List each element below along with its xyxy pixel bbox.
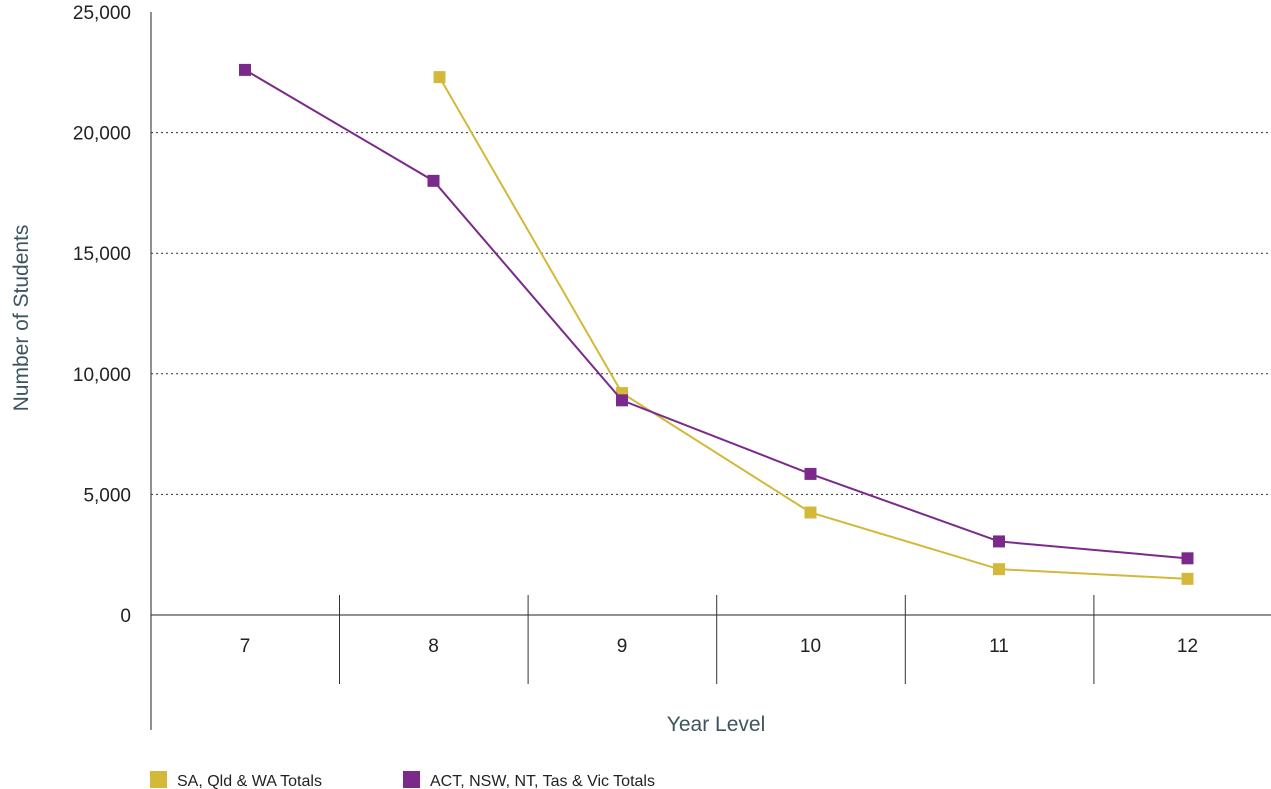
data-point	[427, 174, 440, 187]
x-tick-labels: 7 8 9 10 11 12	[240, 636, 1198, 657]
legend-swatch	[403, 771, 420, 788]
x-tick-label: 8	[428, 636, 439, 657]
data-point	[993, 535, 1005, 548]
category-separators	[339, 595, 1095, 684]
legend-swatch	[150, 771, 167, 788]
data-point	[239, 63, 251, 76]
data-point	[616, 394, 628, 407]
data-point	[433, 71, 446, 84]
series	[239, 63, 1194, 585]
data-point	[1181, 572, 1194, 585]
legend: SA, Qld & WA Totals ACT, NSW, NT, Tas & V…	[150, 771, 655, 789]
legend-label: ACT, NSW, NT, Tas & Vic Totals	[430, 773, 655, 789]
legend-item: SA, Qld & WA Totals	[150, 771, 322, 789]
data-point	[993, 563, 1005, 576]
y-tick-label: 20,000	[73, 124, 131, 145]
y-tick-label: 25,000	[73, 3, 131, 24]
data-point	[804, 506, 817, 519]
y-tick-label: 0	[120, 606, 131, 627]
legend-item: ACT, NSW, NT, Tas & Vic Totals	[403, 771, 655, 789]
x-tick-label: 11	[989, 636, 1009, 657]
y-tick-label: 15,000	[73, 244, 131, 265]
legend-label: SA, Qld & WA Totals	[177, 773, 322, 789]
series-line	[244, 69, 1188, 560]
x-tick-label: 9	[617, 636, 628, 657]
x-tick-label: 12	[1177, 636, 1198, 657]
x-tick-label: 10	[800, 636, 821, 657]
y-axis-title: Number of Students	[10, 225, 33, 412]
x-tick-label: 7	[240, 636, 251, 657]
y-tick-label: 5,000	[83, 485, 131, 506]
gridlines	[151, 132, 1271, 495]
x-axis-title: Year Level	[667, 713, 765, 736]
series-line	[438, 76, 1188, 580]
data-point	[1181, 552, 1194, 565]
y-tick-label: 10,000	[73, 365, 131, 386]
y-tick-labels: 0 5,000 10,000 15,000 20,000 25,000	[73, 3, 131, 627]
axes	[150, 12, 1271, 730]
series-0	[433, 71, 1194, 585]
series-1	[239, 63, 1194, 565]
data-point	[804, 467, 817, 480]
